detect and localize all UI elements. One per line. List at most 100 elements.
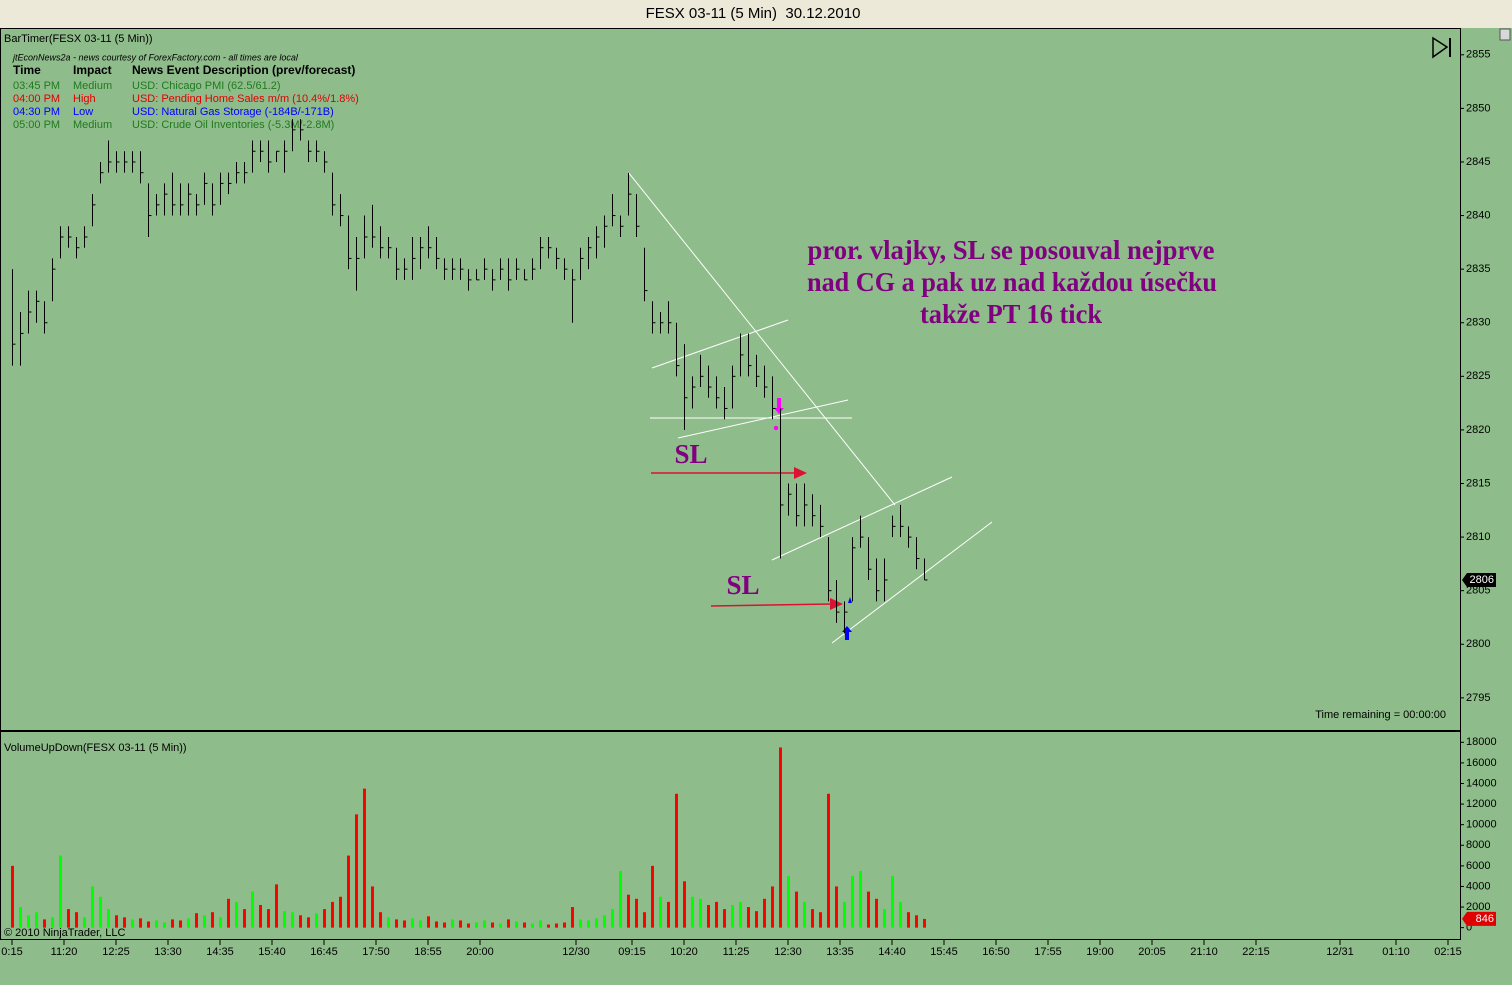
y-tick-label: 10000 [1466, 819, 1497, 831]
x-tick-label: 11:20 [51, 946, 78, 958]
y-tick-label: 0 [1466, 922, 1472, 934]
indicator-label: BarTimer(FESX 03-11 (5 Min)) [4, 33, 153, 45]
title-bar [0, 0, 1512, 28]
volume-bar [443, 922, 446, 928]
volume-bar [715, 901, 718, 928]
volume-bar [635, 898, 638, 928]
volume-bar [499, 923, 502, 928]
copyright: © 2010 NinjaTrader, LLC [4, 927, 125, 939]
volume-bar [403, 920, 406, 928]
volume-bar [867, 891, 870, 928]
news-cell: Medium [73, 80, 112, 92]
x-tick-label: 09:15 [618, 946, 646, 958]
volume-bar [531, 923, 534, 928]
volume-bar [147, 921, 150, 928]
x-tick-label: 02:15 [1434, 946, 1462, 958]
volume-bar [683, 881, 686, 928]
y-tick-label: 12000 [1466, 798, 1497, 810]
volume-bar [603, 915, 606, 928]
volume-panel [0, 731, 1461, 940]
volume-bar [811, 909, 814, 928]
volume-bar [747, 907, 750, 928]
volume-bar [523, 922, 526, 928]
x-tick-label: 12/30 [562, 946, 590, 958]
volume-bar [259, 904, 262, 928]
volume-bar [507, 919, 510, 928]
sl-label: SL [674, 439, 707, 469]
volume-bar [483, 920, 486, 928]
y-tick-label: 2855 [1466, 49, 1490, 61]
volume-bar [195, 913, 198, 928]
volume-bar [859, 871, 862, 928]
news-cell: High [73, 93, 96, 105]
y-tick-label: 2835 [1466, 263, 1490, 275]
volume-bar [35, 912, 38, 928]
news-cell: 04:30 PM [13, 106, 60, 118]
y-tick-label: 2840 [1466, 209, 1490, 221]
y-tick-label: 2820 [1466, 424, 1490, 436]
y-tick-label: 2800 [1466, 638, 1490, 650]
x-tick-label: 13:35 [826, 946, 854, 958]
x-tick-label: 17:50 [362, 946, 390, 958]
volume-bar [891, 876, 894, 928]
news-header: Time [13, 63, 41, 77]
volume-bar [211, 912, 214, 928]
y-tick-label: 2845 [1466, 156, 1490, 168]
volume-bar [763, 898, 766, 928]
y-tick-label: 2805 [1466, 585, 1490, 597]
volume-bar [275, 884, 278, 928]
volume-bar [627, 894, 630, 928]
y-tick-label: 16000 [1466, 757, 1497, 769]
volume-bar [739, 901, 742, 928]
volume-bar [99, 896, 102, 928]
volume-bar [835, 886, 838, 928]
y-tick-label: 18000 [1466, 736, 1497, 748]
y-tick-label: 2810 [1466, 531, 1490, 543]
y-tick-label: 2850 [1466, 102, 1490, 114]
y-tick-label: 8000 [1466, 839, 1490, 851]
x-tick-label: 12:30 [774, 946, 802, 958]
volume-bar [451, 919, 454, 928]
y-tick-label: 2830 [1466, 317, 1490, 329]
volume-bar [579, 919, 582, 928]
x-tick-label: 10:20 [670, 946, 698, 958]
news-cell: USD: Chicago PMI (62.5/61.2) [132, 80, 281, 92]
float-button[interactable] [1499, 28, 1511, 41]
volume-bar [555, 923, 558, 928]
volume-bar [435, 921, 438, 928]
volume-bar [315, 913, 318, 928]
x-tick-label: 18:55 [414, 946, 442, 958]
volume-bar [723, 909, 726, 928]
volume-bar [235, 901, 238, 928]
volume-bar [283, 911, 286, 928]
annotation: nad CG a pak uz nad každou úsečku [807, 267, 1217, 297]
volume-bar [307, 917, 310, 928]
volume-bar [371, 886, 374, 928]
volume-bar [355, 814, 358, 928]
time-remaining: Time remaining = 00:00:00 [1315, 709, 1446, 721]
volume-bar [171, 919, 174, 928]
volume-bar [915, 915, 918, 928]
volume-bar [731, 904, 734, 928]
x-tick-label: 11:25 [723, 946, 750, 958]
volume-bar [667, 901, 670, 928]
price-panel [0, 28, 1461, 731]
volume-bar [771, 886, 774, 928]
volume-bar [459, 920, 462, 928]
volume-bar [427, 916, 430, 928]
play-icon[interactable] [1432, 36, 1451, 59]
news-cell: 03:45 PM [13, 80, 60, 92]
volume-bar [323, 909, 326, 928]
volume-bar [547, 924, 550, 928]
volume-bar [819, 912, 822, 928]
volume-bar [339, 896, 342, 928]
volume-bar [27, 915, 30, 928]
volume-bar [131, 919, 134, 928]
volume-bar [83, 917, 86, 928]
volume-bar [611, 909, 614, 928]
x-tick-label: 17:55 [1034, 946, 1062, 958]
volume-bar [563, 922, 566, 928]
news-header: News Event Description (prev/forecast) [132, 63, 355, 77]
